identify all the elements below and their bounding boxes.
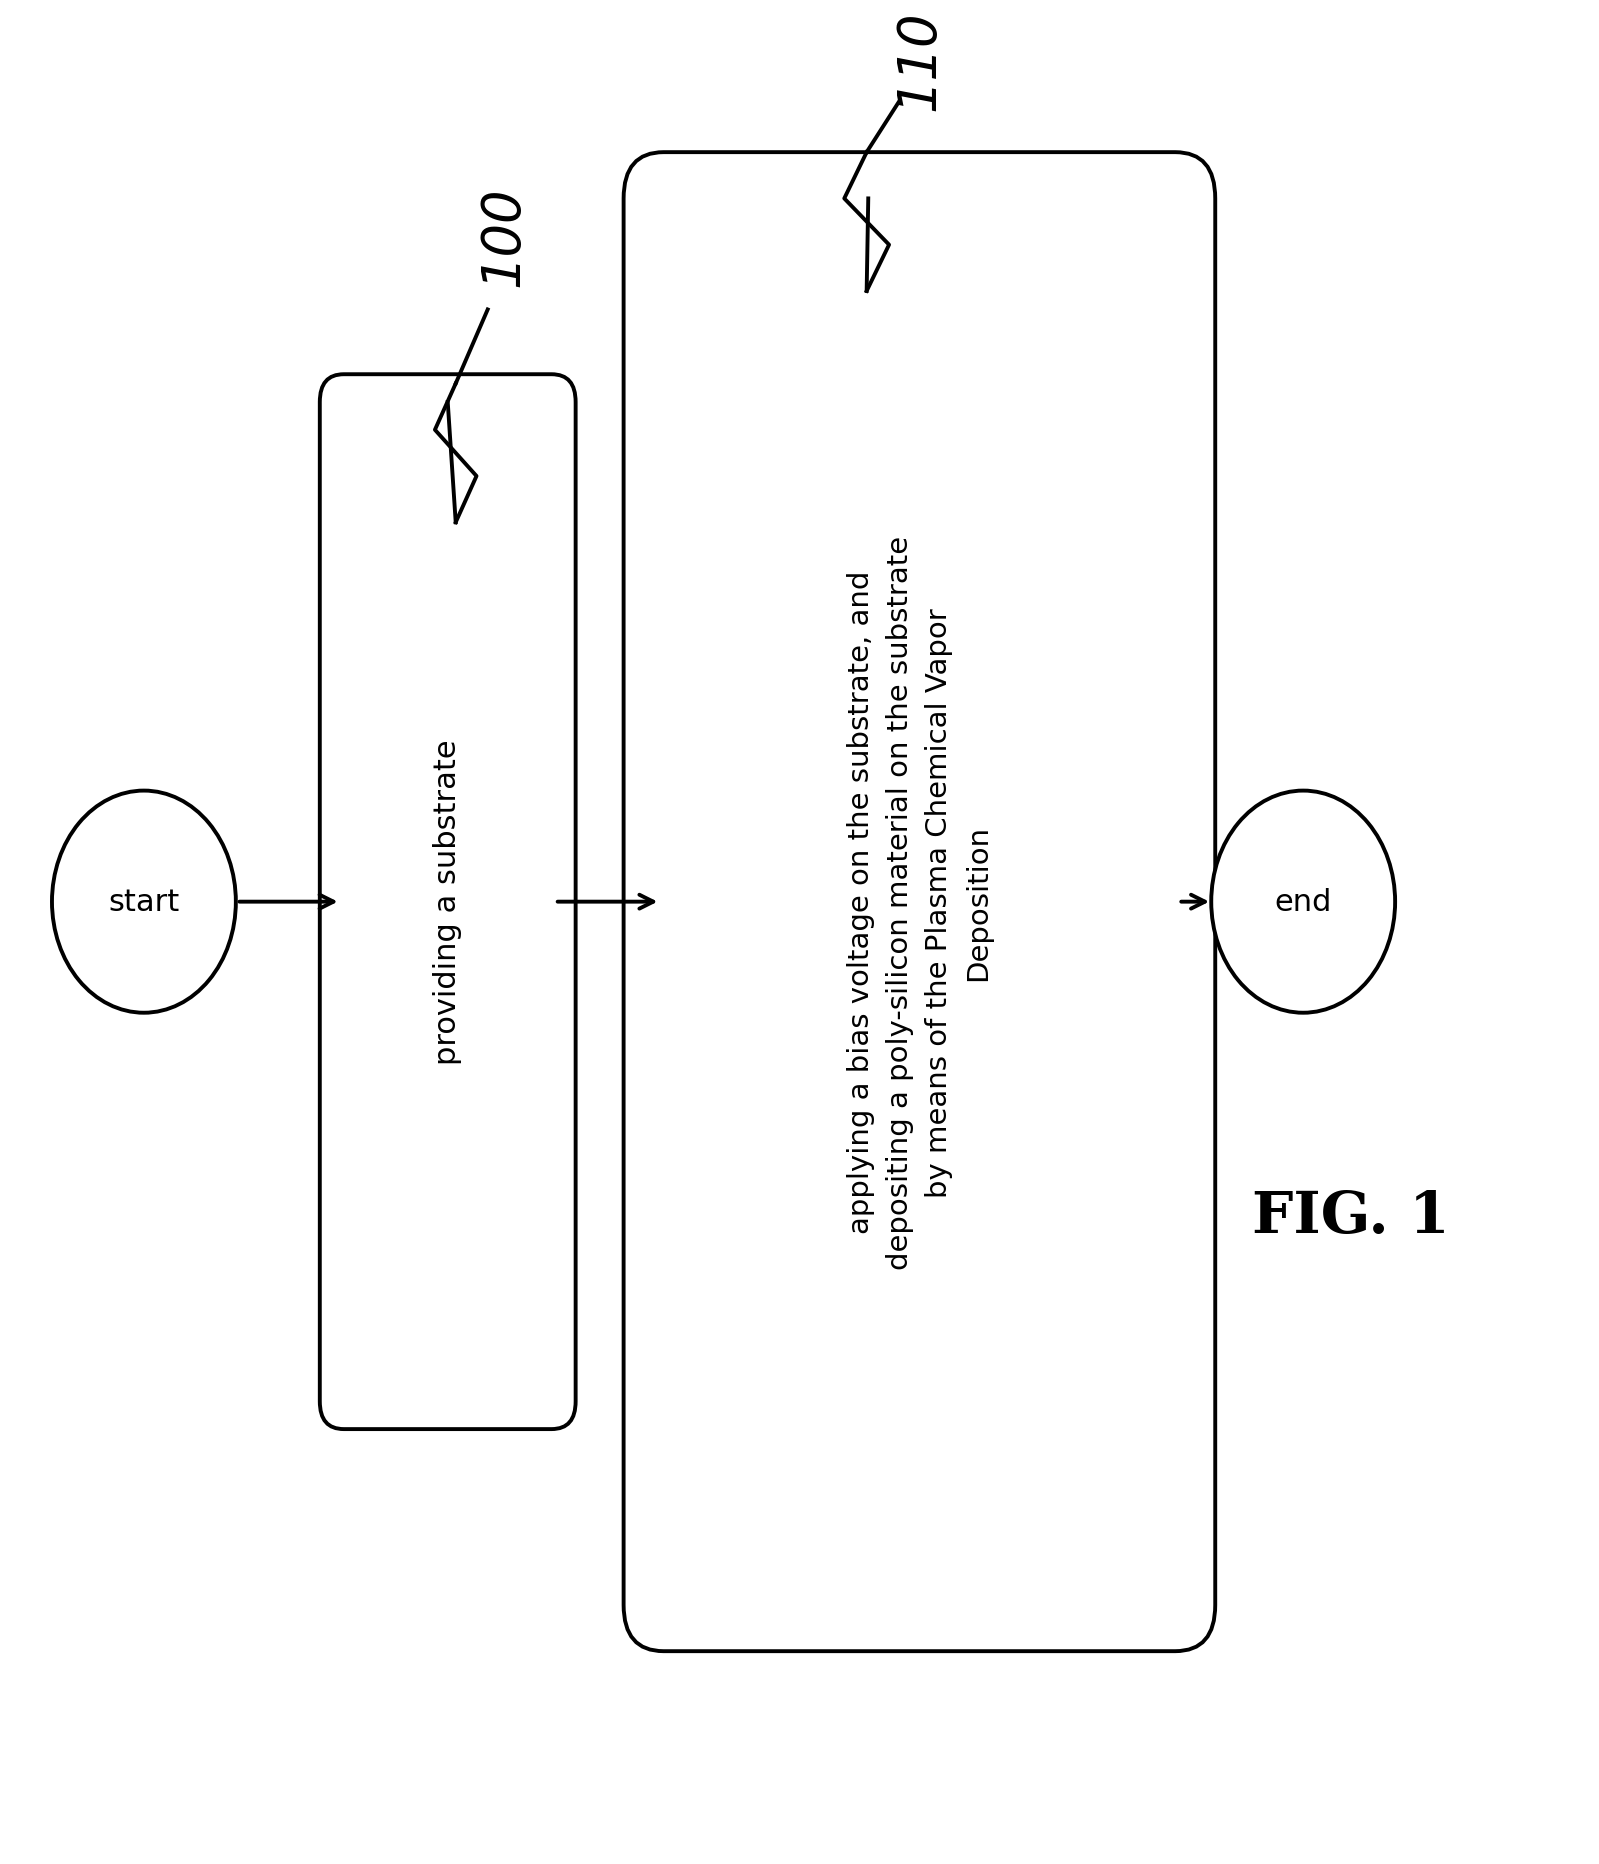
Text: FIG. 1: FIG. 1 [1252,1189,1450,1245]
FancyBboxPatch shape [320,375,576,1430]
Text: end: end [1274,887,1332,917]
Text: providing a substrate: providing a substrate [433,740,462,1064]
Ellipse shape [51,790,235,1014]
Text: applying a bias voltage on the substrate, and
depositing a poly-silicon material: applying a bias voltage on the substrate… [847,535,991,1269]
Text: 110: 110 [894,11,945,110]
Text: 100: 100 [478,186,529,287]
Text: start: start [109,887,179,917]
FancyBboxPatch shape [624,153,1215,1652]
Ellipse shape [1212,790,1394,1014]
